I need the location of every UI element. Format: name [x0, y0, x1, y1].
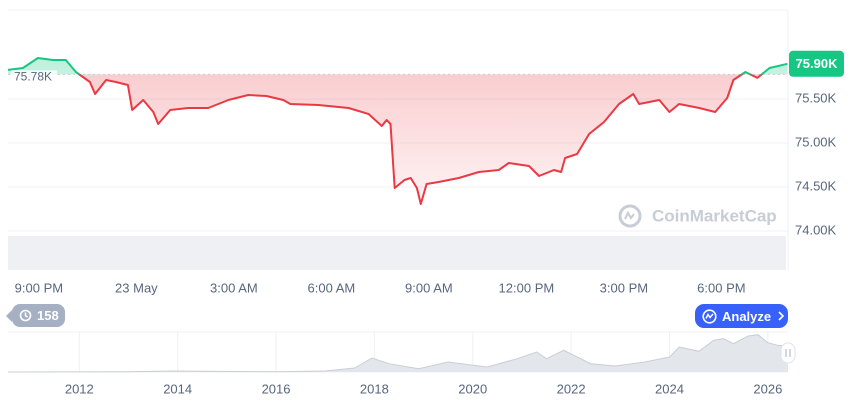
reference-label: 75.78K: [14, 70, 52, 84]
x-tick-label: 2018: [360, 381, 389, 396]
analyze-button[interactable]: Analyze: [695, 304, 788, 328]
x-tick-label: 23 May: [115, 280, 158, 295]
navigator-area: [8, 334, 788, 372]
y-tick-label: 74.50K: [795, 178, 837, 193]
x-tick-label: 2026: [753, 381, 782, 396]
handle: [780, 342, 796, 364]
x-tick-label: 3:00 AM: [210, 280, 258, 295]
y-tick-label: 75.00K: [795, 134, 837, 149]
x-tick-label: 3:00 PM: [600, 280, 648, 295]
x-tick-label: 2012: [65, 381, 94, 396]
last-price-badge: [789, 50, 844, 77]
volume-band: [8, 236, 786, 270]
x-tick-label: 2020: [458, 381, 487, 396]
x-tick-label: 6:00 PM: [697, 280, 745, 295]
analyze-label: Analyze: [722, 308, 772, 324]
navigator-line: [7, 334, 789, 373]
y-tick-label: 74.00K: [795, 222, 837, 237]
history-icon: [19, 309, 32, 322]
price-line: [7, 57, 788, 205]
x-tick-label: 6:00 AM: [308, 280, 356, 295]
last-price-label: 75.90K: [796, 56, 839, 71]
price-area: [8, 58, 788, 204]
x-tick-label: 9:00 AM: [405, 280, 453, 295]
chevron: [778, 311, 785, 321]
history-count: 158: [37, 308, 59, 323]
x-tick-label: 9:00 PM: [15, 280, 63, 295]
x-tick-label: 2022: [557, 381, 586, 396]
x-tick-label: 2024: [655, 381, 684, 396]
x-tick-label: 12:00 PM: [499, 280, 555, 295]
history-badge[interactable]: 158: [6, 304, 65, 327]
y-tick-label: 75.50K: [795, 90, 837, 105]
x-tick-label: 2016: [262, 381, 291, 396]
watermark: CoinMarketCap: [652, 206, 777, 225]
analyze-icon: [702, 308, 717, 324]
watermark-logo: [618, 204, 642, 228]
reference-label-bg: [11, 70, 57, 85]
x-tick-label: 2014: [163, 381, 192, 396]
navigator-handle: [780, 342, 796, 364]
